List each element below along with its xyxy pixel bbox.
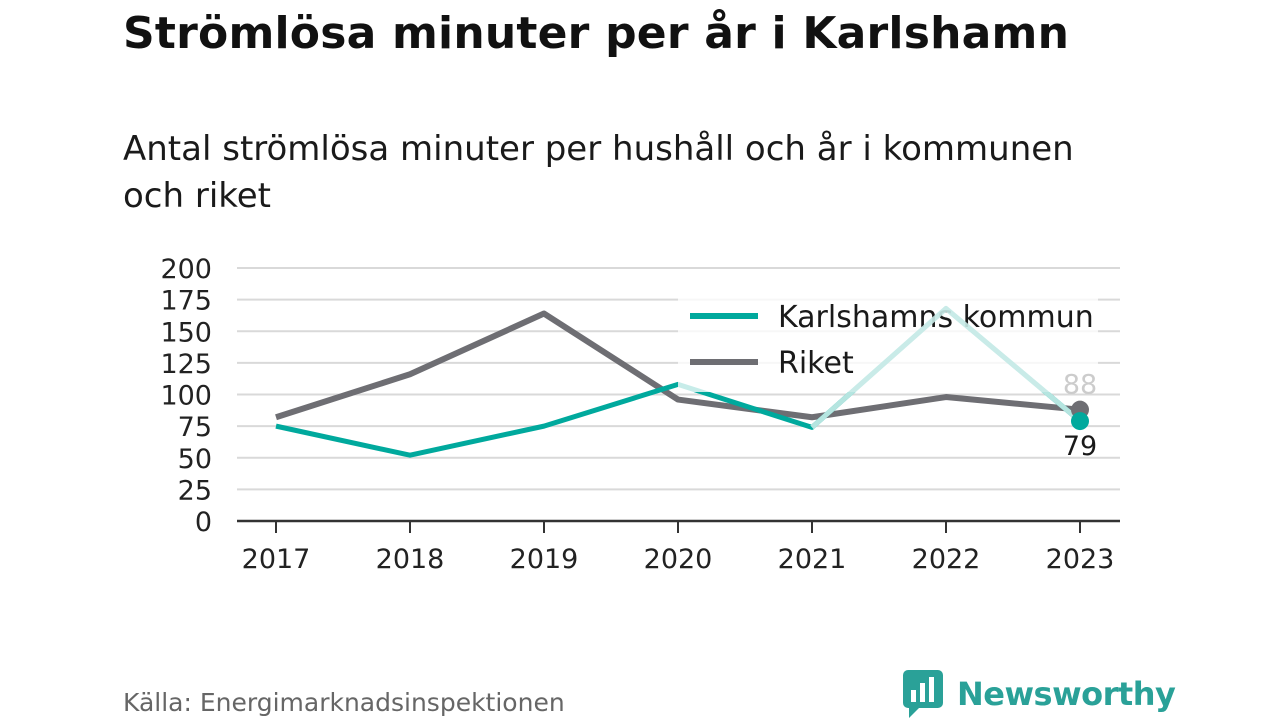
series-line-riket (275, 310, 1081, 421)
end-labels: 88 79 (1063, 370, 1097, 462)
y-tick-label: 0 (195, 507, 212, 538)
y-tick-label: 175 (160, 286, 212, 317)
chart-subtitle: Antal strömlösa minuter per hushåll och … (123, 129, 1074, 216)
chart-title: Strömlösa minuter per år i Karlshamn (123, 8, 1070, 59)
x-tick-label: 2019 (510, 544, 579, 575)
x-tick-label: 2017 (242, 544, 311, 575)
x-tick-label: 2023 (1046, 544, 1115, 575)
source-note: Källa: Energimarknadsinspektionen (123, 688, 565, 717)
x-tick-label: 2018 (376, 544, 445, 575)
end-label-karlshamn: 79 (1063, 431, 1097, 462)
y-tick-label: 150 (160, 317, 212, 348)
y-tick-label: 200 (160, 254, 212, 285)
brand-name: Newsworthy (957, 675, 1176, 713)
x-axis: 2017 2018 2019 2020 2021 2022 2023 (237, 519, 1120, 575)
y-tick-label: 25 (178, 475, 212, 506)
x-tick-label: 2022 (912, 544, 981, 575)
series-line-karlshamn-over-legend (810, 305, 1082, 430)
y-tick-label: 75 (178, 412, 212, 443)
x-tick-label: 2021 (778, 544, 847, 575)
y-tick-label: 50 (178, 444, 212, 475)
y-tick-label: 125 (160, 349, 212, 380)
x-tick-label: 2020 (644, 544, 713, 575)
y-tick-label: 100 (160, 381, 212, 412)
newsworthy-logo: Newsworthy (903, 670, 1176, 718)
end-label-riket: 88 (1063, 370, 1097, 401)
end-point-karlshamn (1071, 412, 1089, 431)
newsworthy-logo-icon (903, 670, 943, 718)
legend-label-riket: Riket (778, 346, 854, 381)
